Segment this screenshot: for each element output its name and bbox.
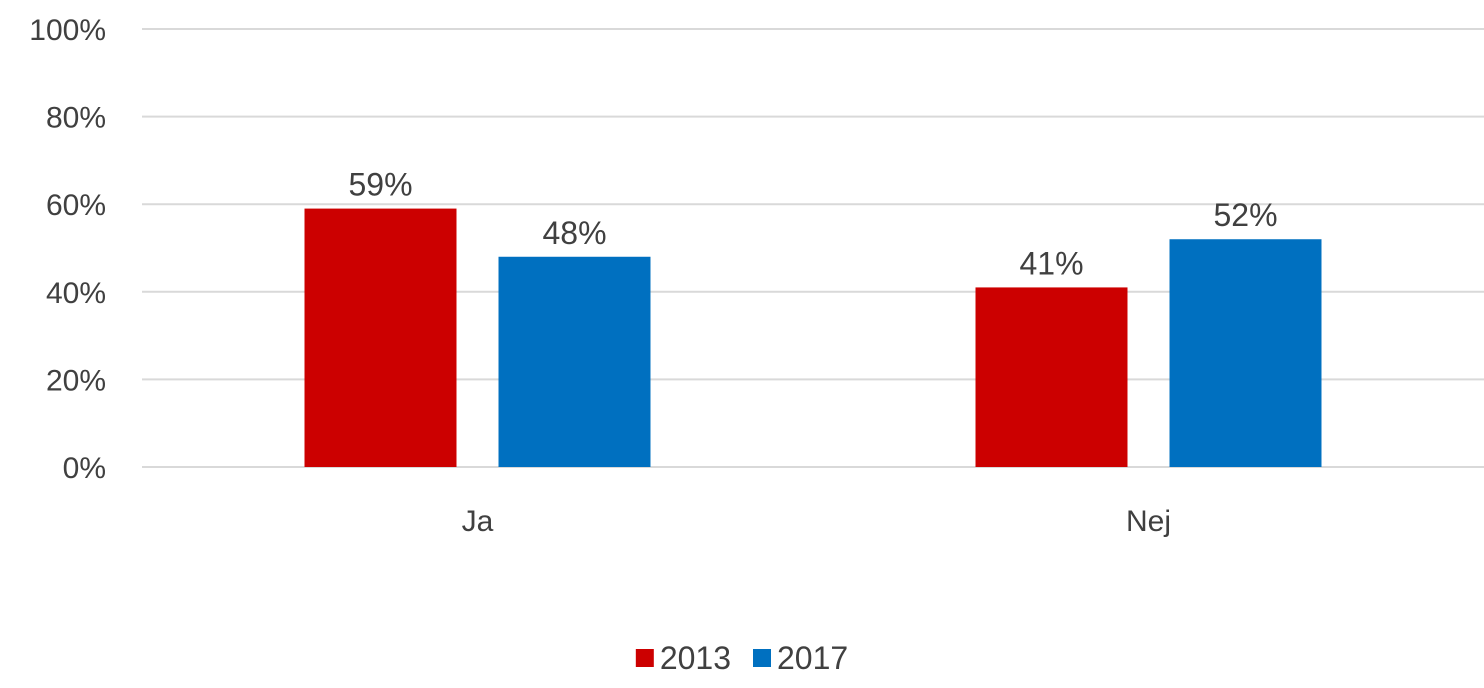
y-tick-label: 60%	[46, 189, 106, 222]
data-labels: 59% 48% 41% 52%	[348, 167, 1277, 282]
data-label-2013-Ja: 59%	[348, 167, 412, 203]
bar-2013-Ja	[304, 208, 457, 467]
y-tick-label: 80%	[46, 102, 106, 135]
y-tick-label: 100%	[29, 14, 106, 47]
category-label: Ja	[462, 505, 494, 538]
legend: 2013 2017	[635, 640, 848, 676]
data-label-2013-Nej: 41%	[1019, 245, 1083, 281]
category-label: Nej	[1126, 505, 1171, 538]
bars	[304, 208, 1322, 467]
bar-2013-Nej	[975, 287, 1128, 467]
data-label-2017-Ja: 48%	[542, 215, 606, 251]
legend-swatch-2013	[635, 649, 654, 667]
y-axis-ticks: 0% 20% 40% 60% 80% 100%	[29, 14, 106, 485]
x-axis-categories: Ja Nej	[462, 505, 1171, 538]
y-tick-label: 40%	[46, 277, 106, 310]
legend-label: 2013	[660, 640, 731, 676]
bar-2017-Nej	[1169, 239, 1322, 467]
data-label-2017-Nej: 52%	[1213, 197, 1277, 233]
legend-swatch-2017	[753, 649, 771, 667]
y-tick-label: 0%	[63, 452, 106, 485]
bar-2017-Ja	[498, 256, 651, 467]
y-tick-label: 20%	[46, 364, 106, 397]
legend-label: 2017	[777, 640, 848, 676]
